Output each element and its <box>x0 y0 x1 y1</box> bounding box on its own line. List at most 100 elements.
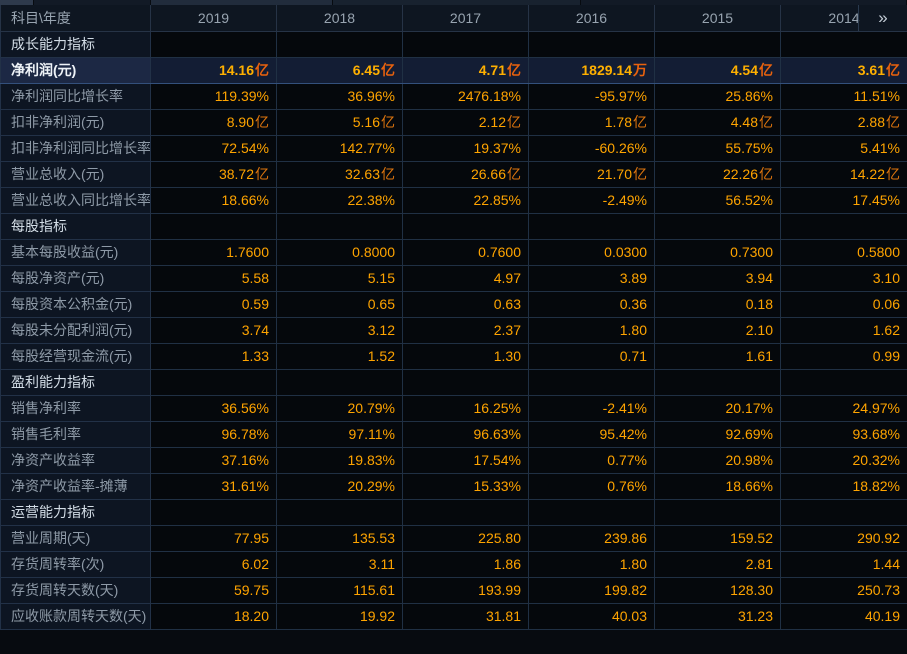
year-header-2019[interactable]: 2019 <box>150 5 277 32</box>
value-cell[interactable]: 20.29% <box>276 472 403 500</box>
value-cell[interactable]: 36.56% <box>150 394 277 422</box>
row-label[interactable]: 基本每股收益(元) <box>0 238 151 266</box>
value-cell[interactable]: 26.66亿 <box>402 160 529 188</box>
table-row[interactable]: 每股经营现金流(元) 1.33 1.52 1.30 0.71 1.61 0.99 <box>0 342 907 370</box>
year-header-2017[interactable]: 2017 <box>402 5 529 32</box>
value-cell[interactable]: 2476.18% <box>402 82 529 110</box>
value-cell[interactable]: 3.74 <box>150 316 277 344</box>
row-label[interactable]: 扣非净利润同比增长率 <box>0 134 151 162</box>
year-header-2015[interactable]: 2015 <box>654 5 781 32</box>
row-label[interactable]: 营业总收入(元) <box>0 160 151 188</box>
row-label[interactable]: 扣非净利润(元) <box>0 108 151 136</box>
value-cell[interactable]: 97.11% <box>276 420 403 448</box>
value-cell[interactable]: 95.42% <box>528 420 655 448</box>
value-cell[interactable]: 14.22亿 <box>780 160 907 188</box>
tab-strip-segment[interactable] <box>34 0 150 5</box>
value-cell[interactable]: 14.16亿 <box>150 56 277 84</box>
value-cell[interactable]: 1.7600 <box>150 238 277 266</box>
value-cell[interactable]: 4.71亿 <box>402 56 529 84</box>
value-cell[interactable]: 96.78% <box>150 420 277 448</box>
row-label[interactable]: 应收账款周转天数(天) <box>0 602 151 630</box>
row-label[interactable]: 存货周转天数(天) <box>0 576 151 604</box>
value-cell[interactable]: 40.19 <box>780 602 907 630</box>
table-row[interactable]: 基本每股收益(元) 1.7600 0.8000 0.7600 0.0300 0.7300 0… <box>0 238 907 266</box>
value-cell[interactable]: 1.78亿 <box>528 108 655 136</box>
value-cell[interactable]: 135.53 <box>276 524 403 552</box>
tab-strip-segment[interactable] <box>151 0 332 5</box>
value-cell[interactable]: 1.80 <box>528 316 655 344</box>
value-cell[interactable]: 1.61 <box>654 342 781 370</box>
value-cell[interactable]: 8.90亿 <box>150 108 277 136</box>
value-cell[interactable]: 0.7300 <box>654 238 781 266</box>
value-cell[interactable]: 1.62 <box>780 316 907 344</box>
value-cell[interactable]: 290.92 <box>780 524 907 552</box>
value-cell[interactable]: 0.06 <box>780 290 907 318</box>
value-cell[interactable]: 22.85% <box>402 186 529 214</box>
table-row[interactable]: 每股资本公积金(元) 0.59 0.65 0.63 0.36 0.18 0.06 <box>0 290 907 318</box>
value-cell[interactable]: -95.97% <box>528 82 655 110</box>
value-cell[interactable]: 20.98% <box>654 446 781 474</box>
row-label[interactable]: 销售净利率 <box>0 394 151 422</box>
value-cell[interactable]: -2.49% <box>528 186 655 214</box>
table-row[interactable]: 销售毛利率 96.78% 97.11% 96.63% 95.42% 92.69% 93.68… <box>0 420 907 448</box>
value-cell[interactable]: 1829.14万 <box>528 56 655 84</box>
value-cell[interactable]: 20.32% <box>780 446 907 474</box>
value-cell[interactable]: 3.89 <box>528 264 655 292</box>
value-cell[interactable]: 16.25% <box>402 394 529 422</box>
tab-strip-segment[interactable] <box>0 0 33 5</box>
value-cell[interactable]: 250.73 <box>780 576 907 604</box>
value-cell[interactable]: 31.23 <box>654 602 781 630</box>
row-label[interactable]: 每股经营现金流(元) <box>0 342 151 370</box>
table-row[interactable]: 销售净利率 36.56% 20.79% 16.25% -2.41% 20.17% 24.97… <box>0 394 907 422</box>
value-cell[interactable]: 56.52% <box>654 186 781 214</box>
row-label[interactable]: 营业总收入同比增长率 <box>0 186 151 214</box>
value-cell[interactable]: 40.03 <box>528 602 655 630</box>
value-cell[interactable]: 1.52 <box>276 342 403 370</box>
tab-strip-segment[interactable] <box>581 0 906 5</box>
value-cell[interactable]: 0.0300 <box>528 238 655 266</box>
value-cell[interactable]: 19.37% <box>402 134 529 162</box>
value-cell[interactable]: 3.12 <box>276 316 403 344</box>
value-cell[interactable]: 3.94 <box>654 264 781 292</box>
value-cell[interactable]: 18.66% <box>654 472 781 500</box>
value-cell[interactable]: 17.45% <box>780 186 907 214</box>
value-cell[interactable]: 20.17% <box>654 394 781 422</box>
value-cell[interactable]: 5.58 <box>150 264 277 292</box>
value-cell[interactable]: 31.81 <box>402 602 529 630</box>
value-cell[interactable]: -60.26% <box>528 134 655 162</box>
value-cell[interactable]: 92.69% <box>654 420 781 448</box>
table-row[interactable]: 净资产收益率 37.16% 19.83% 17.54% 0.77% 20.98% 20.32… <box>0 446 907 474</box>
value-cell[interactable]: 142.77% <box>276 134 403 162</box>
value-cell[interactable]: 22.26亿 <box>654 160 781 188</box>
value-cell[interactable]: 5.15 <box>276 264 403 292</box>
value-cell[interactable]: 3.11 <box>276 550 403 578</box>
value-cell[interactable]: 0.99 <box>780 342 907 370</box>
value-cell[interactable]: 3.61亿 <box>780 56 907 84</box>
value-cell[interactable]: 239.86 <box>528 524 655 552</box>
year-header-2018[interactable]: 2018 <box>276 5 403 32</box>
year-header-2016[interactable]: 2016 <box>528 5 655 32</box>
value-cell[interactable]: 55.75% <box>654 134 781 162</box>
value-cell[interactable]: 18.20 <box>150 602 277 630</box>
value-cell[interactable]: 19.83% <box>276 446 403 474</box>
value-cell[interactable]: 0.77% <box>528 446 655 474</box>
value-cell[interactable]: 18.66% <box>150 186 277 214</box>
table-row[interactable]: 营业周期(天) 77.95 135.53 225.80 239.86 159.52 290.… <box>0 524 907 552</box>
value-cell[interactable]: 0.65 <box>276 290 403 318</box>
row-label[interactable]: 净资产收益率 <box>0 446 151 474</box>
row-label[interactable]: 净利润同比增长率 <box>0 82 151 110</box>
more-years-button[interactable]: » <box>858 5 907 31</box>
value-cell[interactable]: 72.54% <box>150 134 277 162</box>
row-label[interactable]: 每股未分配利润(元) <box>0 316 151 344</box>
value-cell[interactable]: 22.38% <box>276 186 403 214</box>
table-row[interactable]: 应收账款周转天数(天) 18.20 19.92 31.81 40.03 31.23 40.1… <box>0 602 907 630</box>
table-row[interactable]: 存货周转天数(天) 59.75 115.61 193.99 199.82 128.30 25… <box>0 576 907 604</box>
value-cell[interactable]: 2.37 <box>402 316 529 344</box>
value-cell[interactable]: 3.10 <box>780 264 907 292</box>
value-cell[interactable]: 0.63 <box>402 290 529 318</box>
value-cell[interactable]: 4.97 <box>402 264 529 292</box>
value-cell[interactable]: 0.59 <box>150 290 277 318</box>
value-cell[interactable]: 128.30 <box>654 576 781 604</box>
value-cell[interactable]: 0.18 <box>654 290 781 318</box>
row-label[interactable]: 净资产收益率-摊薄 <box>0 472 151 500</box>
